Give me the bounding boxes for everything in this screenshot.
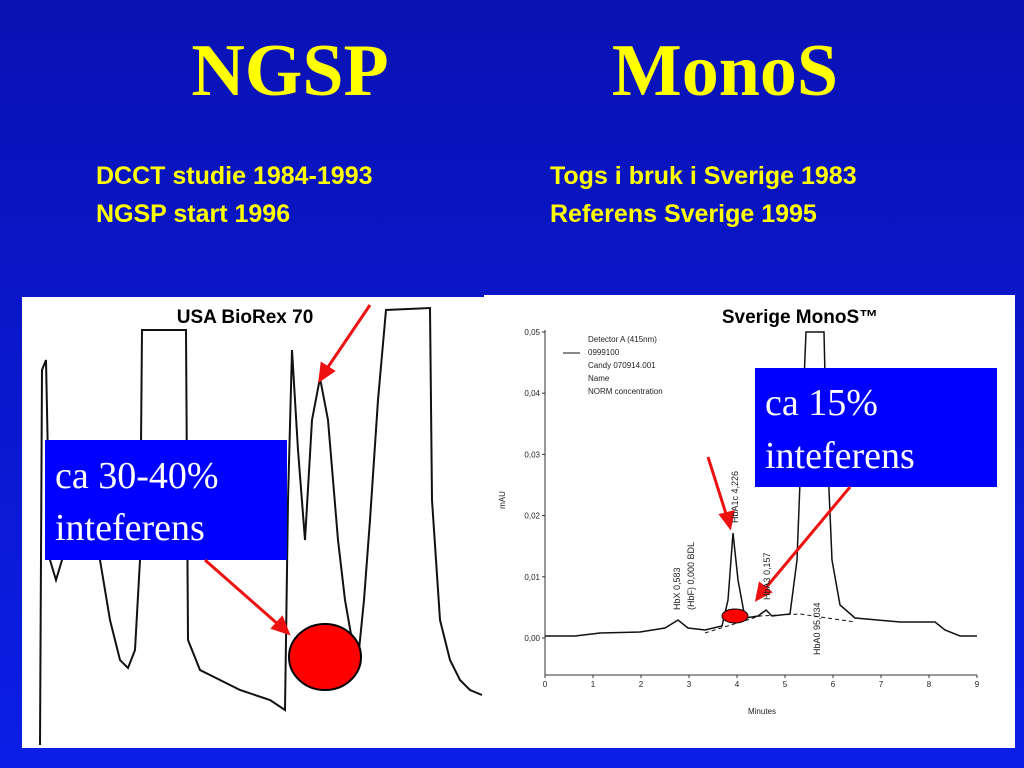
- y-tick-label: 0,02: [524, 512, 540, 521]
- y-tick-label: 0,04: [524, 389, 540, 398]
- x-axis-label: Minutes: [748, 707, 776, 716]
- x-tick-label: 7: [879, 680, 884, 689]
- legend-text: Detector A (415nm): [588, 335, 657, 344]
- x-tick-label: 1: [591, 680, 596, 689]
- callout-box: [45, 440, 287, 560]
- callout-box: [755, 368, 997, 487]
- callout-text: inteferens: [765, 435, 915, 477]
- text-line: DCCT studie 1984-1993: [96, 162, 373, 190]
- y-tick-label: 0,00: [524, 634, 540, 643]
- y-tick-label: 0,01: [524, 573, 540, 582]
- peak-label: HbX 0,583: [672, 567, 682, 610]
- axes: [544, 330, 977, 676]
- highlight: [721, 608, 749, 624]
- legend-text: 0999100: [588, 348, 620, 357]
- figure-caption: Sverige MonoS™: [722, 307, 878, 328]
- legend-text: Name: [588, 374, 610, 383]
- text-line: NGSP start 1996: [96, 200, 290, 228]
- title-left: NGSP: [191, 30, 388, 112]
- peak-label: HbA0 95,034: [812, 602, 822, 655]
- x-tick-label: 0: [543, 680, 548, 689]
- x-tick-label: 8: [927, 680, 932, 689]
- y-tick-label: 0,05: [524, 328, 540, 337]
- arrows-right: [706, 456, 852, 602]
- title-right: MonoS: [612, 30, 838, 112]
- x-tick-label: 9: [975, 680, 980, 689]
- chromatogram-right: [545, 331, 977, 637]
- x-tick-label: 6: [831, 680, 836, 689]
- callout-text: inteferens: [55, 507, 205, 549]
- legend-text: NORM concentration: [588, 387, 663, 396]
- callout-text: ca 30-40%: [55, 455, 219, 497]
- text-line: Referens Sverige 1995: [550, 200, 817, 228]
- y-axis-label: mAU: [498, 491, 507, 509]
- text-line: Togs i bruk i Sverige 1983: [550, 162, 857, 190]
- peak-label: HbA1c 4,226: [730, 471, 740, 523]
- peak-label: (HbF) 0,000 BDL: [686, 542, 696, 610]
- arrows-left: [204, 304, 372, 636]
- baseline: [704, 613, 856, 634]
- callout-text: ca 15%: [765, 382, 878, 424]
- x-tick-label: 4: [735, 680, 740, 689]
- x-tick-label: 2: [639, 680, 644, 689]
- figure-caption: USA BioRex 70: [177, 307, 314, 328]
- highlight: [288, 623, 362, 691]
- peak-label: HbA3 0,157: [762, 552, 772, 600]
- x-tick-label: 3: [687, 680, 692, 689]
- legend-text: Candy 070914.001: [588, 361, 656, 370]
- y-tick-label: 0,03: [524, 450, 540, 459]
- figure-right: [484, 295, 1015, 748]
- x-tick-label: 5: [783, 680, 788, 689]
